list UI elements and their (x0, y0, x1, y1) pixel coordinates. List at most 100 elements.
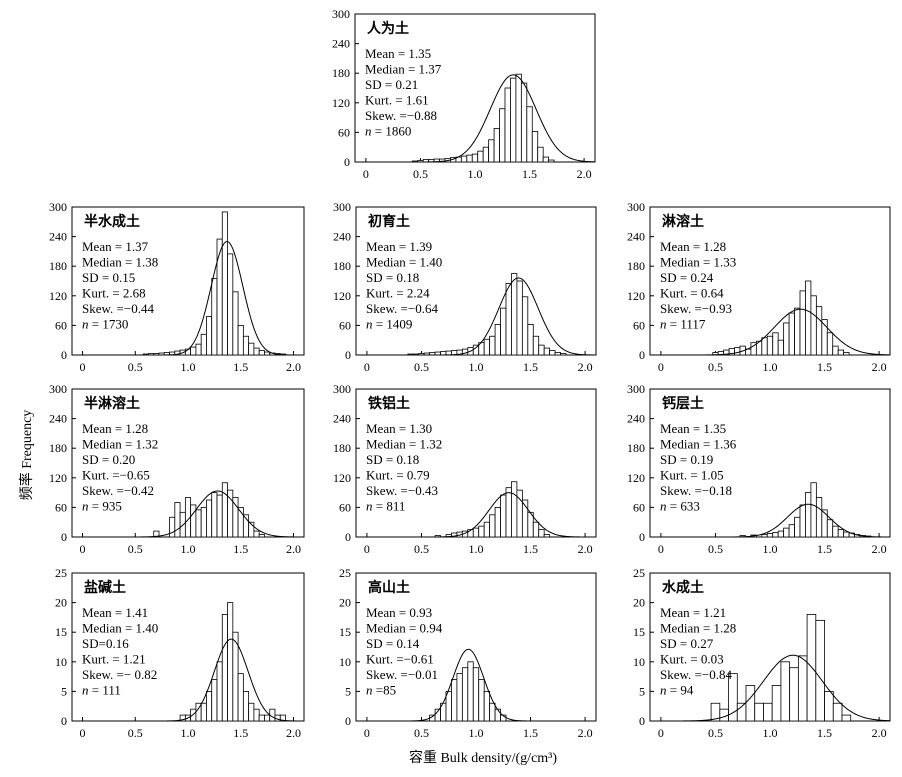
histogram-bar (526, 106, 533, 163)
histogram-bar (211, 679, 218, 722)
y-tick-label: 300 (333, 200, 351, 214)
x-tick-label: 1.0 (763, 360, 778, 374)
histogram-bar (483, 521, 491, 538)
stat-line: Kurt. = 1.21 (82, 652, 146, 667)
histogram-bar (780, 661, 791, 722)
histogram-bar (489, 514, 496, 538)
normal-fit-curve (355, 74, 596, 163)
n-symbol: n (366, 499, 373, 514)
stat-line: SD=0.16 (82, 636, 129, 651)
histogram-bar (211, 278, 218, 356)
stat-line: Median = 1.38 (82, 255, 158, 270)
y-axis-label: 频率 Frequency (20, 409, 35, 501)
y-tick-label: 0 (639, 714, 645, 728)
histogram-bar (467, 661, 474, 722)
n-symbol: n (660, 499, 667, 514)
stat-line: Kurt. = 0.64 (660, 286, 724, 301)
histogram-bar (460, 155, 468, 163)
n-symbol: n (660, 683, 667, 698)
histogram-bar (445, 691, 452, 722)
histogram-bar (548, 159, 555, 163)
histogram-bar (815, 619, 825, 722)
stat-line: SD = 0.27 (660, 636, 714, 651)
y-tick-label: 20 (339, 596, 351, 610)
n-symbol: n (82, 499, 89, 514)
x-tick-label: 1.5 (523, 726, 538, 740)
histogram-bar (253, 708, 260, 722)
histogram-bar (520, 82, 528, 163)
x-tick-label: 0 (364, 542, 370, 556)
histogram-bar (554, 352, 561, 356)
y-tick-label: 10 (339, 655, 351, 669)
stat-line: Median = 1.32 (366, 437, 442, 452)
stat-line: Kurt. = 0.79 (366, 468, 430, 483)
x-tick-label: 1.5 (233, 726, 248, 740)
histogram-bar (815, 306, 823, 356)
y-tick-label: 120 (49, 471, 67, 485)
panel-title: 盐碱土 (84, 579, 126, 596)
stat-line: Median = 1.40 (82, 621, 158, 636)
histogram-bar (521, 296, 529, 356)
normal-fit-curve (72, 638, 304, 722)
histogram-bar (794, 307, 801, 356)
histogram-bar (543, 347, 551, 356)
histogram-bar (216, 238, 223, 356)
histogram-bar (810, 295, 817, 356)
y-tick-label: 15 (339, 625, 351, 639)
histogram-bar (483, 691, 491, 722)
histogram-bar (264, 714, 271, 722)
histogram-bar (734, 347, 741, 356)
histogram-bar (237, 673, 244, 722)
normal-fit-curve (356, 277, 597, 356)
histogram-panel: 0 60 120 180 240 300 0 0.5 1.0 1.5 2.0 钙层土 Mean = 1.… (627, 382, 891, 556)
y-tick-label: 300 (49, 382, 67, 396)
histogram-bar (242, 691, 250, 722)
x-tick-label: 0.5 (708, 360, 723, 374)
histogram-bar (253, 347, 260, 356)
y-tick-label: 5 (639, 684, 645, 698)
histogram-bar (761, 534, 768, 538)
n-value: = 94 (667, 683, 694, 698)
histogram-bar (805, 492, 812, 538)
y-tick-label: 25 (339, 566, 351, 580)
histogram-bar (772, 532, 779, 538)
stat-line: Mean = 1.37 (82, 239, 149, 254)
normal-fit-curve (72, 490, 304, 538)
y-tick-label: 60 (339, 318, 351, 332)
y-tick-label: 0 (345, 714, 351, 728)
stat-line: Skew. =−0.18 (660, 483, 732, 498)
histogram-bar (527, 324, 534, 356)
stat-line: Mean = 0.93 (366, 605, 432, 620)
y-tick-label: 10 (633, 655, 645, 669)
histogram-bar (195, 343, 202, 356)
y-tick-label: 300 (333, 382, 351, 396)
histogram-bar (472, 667, 480, 722)
histogram-panel: 0 60 120 180 240 300 0 0.5 1.0 1.5 2.0 人为土 Mean = 1.… (332, 7, 596, 181)
histogram-bar (515, 73, 522, 163)
histogram-bar (543, 534, 551, 538)
histogram-panel: 0 5 10 15 20 25 0 0.5 1.0 1.5 2.0 水成土 Mean = 1.21Med… (633, 566, 891, 740)
histogram-bar (728, 673, 738, 722)
histogram-bar (538, 529, 545, 538)
histogram-bar (471, 153, 479, 163)
histogram-panel: 0 5 10 15 20 25 0 0.5 1.0 1.5 2.0 盐碱土 Mean = 1.41Med… (55, 566, 305, 740)
stat-line: SD = 0.21 (365, 77, 418, 92)
y-tick-label: 25 (633, 566, 645, 580)
y-tick-label: 5 (61, 684, 67, 698)
x-tick-label: 0.5 (128, 542, 143, 556)
y-tick-label: 5 (345, 684, 351, 698)
histogram-bar (777, 339, 785, 356)
histogram-bar (488, 139, 495, 163)
histogram-panel: 0 60 120 180 240 300 0 0.5 1.0 1.5 2.0 初育土 Mean = 1.… (333, 200, 597, 374)
histogram-bar (499, 108, 506, 163)
stat-line: SD = 0.15 (82, 270, 135, 285)
n-value: = 111 (89, 683, 121, 698)
y-tick-label: 60 (338, 125, 350, 139)
histogram-bar (805, 280, 812, 356)
histogram-bar (788, 524, 795, 538)
x-tick-label: 1.0 (181, 542, 196, 556)
histogram-bar (832, 702, 843, 722)
y-tick-label: 60 (55, 500, 67, 514)
y-tick-label: 15 (55, 625, 67, 639)
y-tick-label: 15 (633, 625, 645, 639)
